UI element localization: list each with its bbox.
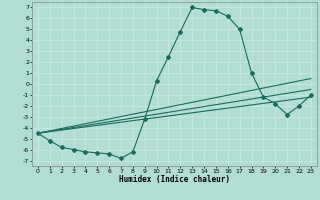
X-axis label: Humidex (Indice chaleur): Humidex (Indice chaleur) xyxy=(119,175,230,184)
